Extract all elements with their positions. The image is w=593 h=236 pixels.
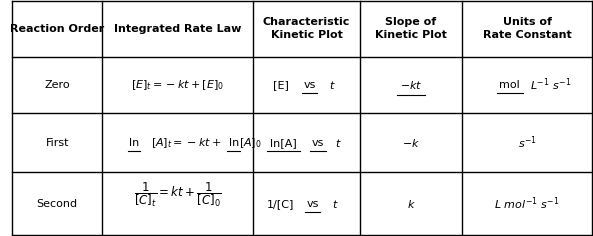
Text: Characteristic
Kinetic Plot: Characteristic Kinetic Plot [263, 17, 350, 40]
Text: $[A]_0$: $[A]_0$ [238, 136, 262, 150]
Text: $k$: $k$ [407, 198, 416, 210]
Text: $t$: $t$ [329, 79, 336, 91]
Text: $s^{-1}$: $s^{-1}$ [518, 134, 537, 151]
Text: [E]: [E] [273, 80, 288, 90]
Text: $- k$: $- k$ [402, 137, 420, 149]
Text: $\dfrac{1}{[C]_t} = kt + \dfrac{1}{[C]_0}$: $\dfrac{1}{[C]_t} = kt + \dfrac{1}{[C]_0… [133, 180, 221, 209]
Text: Slope of
Kinetic Plot: Slope of Kinetic Plot [375, 17, 447, 40]
Text: $[A]_t = -kt +$: $[A]_t = -kt +$ [151, 136, 221, 150]
Text: First: First [46, 138, 69, 148]
Text: Reaction Order: Reaction Order [10, 24, 104, 34]
Text: ln[A]: ln[A] [270, 138, 296, 148]
Text: vs: vs [303, 80, 315, 90]
Text: ln: ln [129, 138, 139, 148]
Text: mol: mol [499, 80, 520, 90]
Text: vs: vs [306, 199, 318, 209]
Text: $t$: $t$ [335, 137, 342, 149]
Text: 1/[C]: 1/[C] [267, 199, 294, 209]
Text: $L^{-1}\ s^{-1}$: $L^{-1}\ s^{-1}$ [530, 77, 571, 93]
Text: Second: Second [37, 199, 78, 209]
Text: $- kt$: $- kt$ [400, 79, 422, 91]
Text: Zero: Zero [44, 80, 70, 90]
Text: $L\ mol^{-1}\ s^{-1}$: $L\ mol^{-1}\ s^{-1}$ [494, 195, 560, 212]
Text: Integrated Rate Law: Integrated Rate Law [114, 24, 241, 34]
Text: $[E]_t = -kt + [E]_0$: $[E]_t = -kt + [E]_0$ [131, 78, 224, 92]
Text: vs: vs [312, 138, 324, 148]
Text: Units of
Rate Constant: Units of Rate Constant [483, 17, 572, 40]
Text: $t$: $t$ [332, 198, 339, 210]
Text: ln: ln [229, 138, 239, 148]
